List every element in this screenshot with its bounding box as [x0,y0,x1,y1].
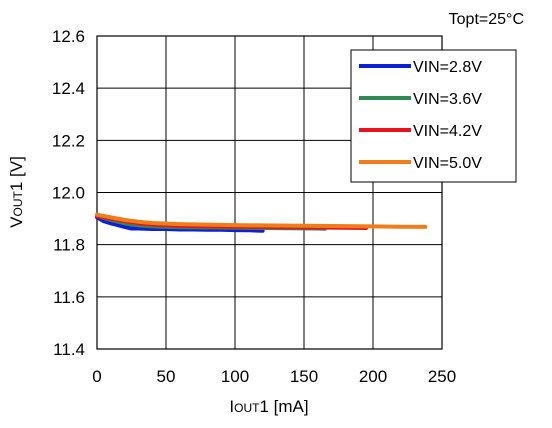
legend-label: VIN=5.0V [413,155,482,172]
y-tick-label: 12.2 [52,131,85,150]
x-tick-label: 50 [157,367,176,386]
y-tick-labels: 11.4 11.6 11.8 12.0 12.2 12.4 12.6 [52,27,85,359]
y-axis-title: VOUT1 [V] [7,156,26,228]
y-tick-label: 12.6 [52,27,85,46]
temperature-annotation: Topt=25°C [449,11,524,28]
x-axis-title-sub: OUT [234,401,260,415]
series-line-vin-2-8v [95,215,265,233]
plot-area-frame [96,35,443,350]
legend: VIN=2.8V VIN=3.6V VIN=4.2V VIN=5.0V [350,49,517,183]
legend-label: VIN=3.6V [413,91,482,108]
x-tick-label: 100 [221,367,249,386]
x-axis-title-rest: 1 [mA] [259,397,308,416]
x-axis-title-main: I [229,397,234,416]
x-tick-label: 0 [92,367,101,386]
x-tick-labels: 0 50 100 150 200 250 [92,367,456,386]
series-layer [95,212,428,233]
x-tick-label: 250 [428,367,456,386]
legend-label: VIN=4.2V [413,123,482,140]
y-axis-title-sub: OUT [11,190,25,216]
x-axis-title: IOUT1 [mA] [229,397,308,416]
y-tick-label: 11.8 [53,236,85,255]
legend-label: VIN=2.8V [413,59,482,76]
y-axis-title-rest: 1 [V] [7,156,26,191]
y-tick-label: 12.4 [52,79,85,98]
x-tick-label: 200 [359,367,387,386]
y-axis-title-main: V [7,216,26,228]
y-tick-label: 11.4 [53,340,85,359]
x-tick-label: 150 [290,367,318,386]
y-tick-label: 12.0 [52,184,85,203]
y-tick-label: 11.6 [53,288,85,307]
series-line-vin-5-0v [95,212,428,229]
